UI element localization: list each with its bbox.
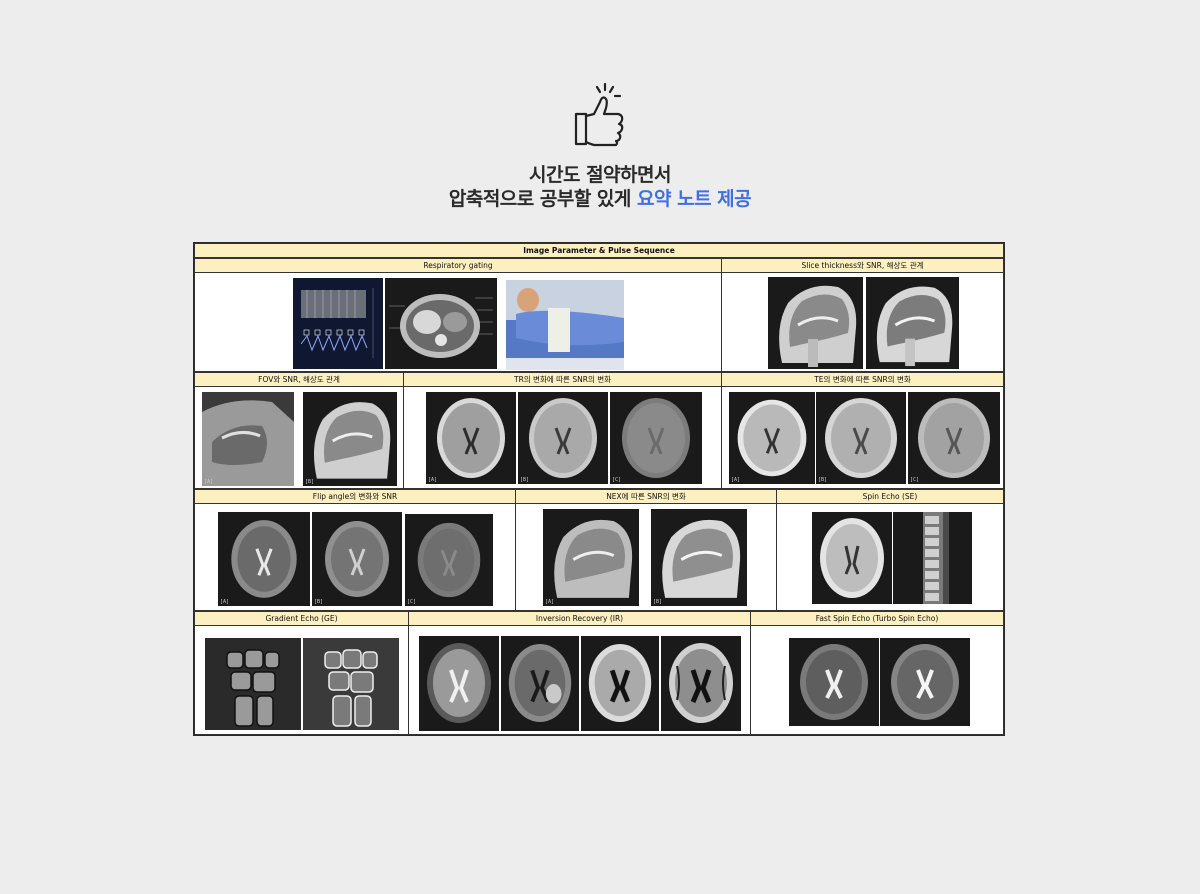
image-label: [A]	[731, 477, 741, 483]
section-tr-header: TR의 변화에 따른 SNR의 변화	[403, 372, 722, 387]
flip-axial-image-c: [C]	[405, 514, 493, 606]
thumbs-up-icon	[572, 80, 628, 150]
section-slice-header: Slice thickness와 SNR, 해상도 관계	[721, 258, 1004, 273]
slice-thin-sagittal-image	[866, 277, 959, 369]
tagline-prefix: 압축적으로 공부할 있게	[448, 188, 638, 210]
section-respiratory-header: Respiratory gating	[194, 258, 722, 273]
section-slice-body	[721, 272, 1004, 372]
image-label: [B]	[520, 477, 530, 483]
fov-large-sagittal-image: [A]	[202, 392, 294, 486]
ir-axial-image-4	[661, 636, 741, 731]
image-label: [A]	[204, 479, 214, 485]
te-axial-image-b: [B]	[816, 392, 906, 484]
section-ge-body	[194, 625, 409, 735]
section-flip-header: Flip angle의 변화와 SNR	[194, 489, 516, 504]
fse-axial-image-2	[880, 638, 970, 726]
tr-axial-image-b: [B]	[518, 392, 608, 484]
flip-axial-image-a: [A]	[218, 512, 310, 606]
nex-sagittal-image-a: [A]	[543, 509, 639, 606]
image-label: [B]	[653, 599, 663, 605]
nex-sagittal-image-b: [B]	[651, 509, 747, 606]
patient-belt-photo	[506, 280, 624, 370]
section-fov-header: FOV와 SNR, 해상도 관계	[194, 372, 404, 387]
image-label: [C]	[612, 477, 622, 483]
image-label: [A]	[220, 599, 230, 605]
section-ge-header: Gradient Echo (GE)	[194, 611, 409, 626]
image-label: [A]	[545, 599, 555, 605]
image-label: [B]	[818, 477, 828, 483]
section-te-body: [A] [B] [C]	[721, 386, 1004, 489]
image-label: [B]	[305, 479, 315, 485]
section-flip-body: [A] [B] [C]	[194, 503, 516, 611]
section-nex-header: NEX에 따른 SNR의 변화	[515, 489, 777, 504]
section-se-header: Spin Echo (SE)	[776, 489, 1004, 504]
te-axial-image-a: [A]	[729, 392, 815, 484]
tagline-accent: 요약 노트 제공	[637, 188, 752, 210]
ir-axial-image-2	[501, 636, 579, 731]
section-ir-body	[408, 625, 751, 735]
flip-axial-image-b: [B]	[312, 512, 402, 606]
se-axial-image	[812, 512, 892, 604]
image-label: [C]	[407, 599, 417, 605]
tr-axial-image-a: [A]	[426, 392, 516, 484]
ir-axial-image-1	[419, 636, 499, 731]
section-te-header: TE의 변화에 따른 SNR의 변화	[721, 372, 1004, 387]
section-respiratory-body	[194, 272, 722, 372]
respiratory-waveform-image	[293, 278, 383, 369]
tagline-line2: 압축적으로 공부할 있게 요약 노트 제공	[0, 184, 1200, 211]
tagline-line1: 시간도 절약하면서	[529, 164, 671, 186]
ge-wrist-image-b	[303, 638, 399, 730]
section-fov-body: [A] [B]	[194, 386, 404, 489]
sheet-title: Image Parameter & Pulse Sequence	[194, 243, 1004, 258]
summary-sheet: Image Parameter & Pulse Sequence Respira…	[193, 242, 1005, 736]
te-axial-image-c: [C]	[908, 392, 1000, 484]
section-se-body	[776, 503, 1004, 611]
image-label: [B]	[314, 599, 324, 605]
ir-axial-image-3	[581, 636, 659, 731]
section-ir-header: Inversion Recovery (IR)	[408, 611, 751, 626]
fse-axial-image-1	[789, 638, 879, 726]
slice-thick-sagittal-image	[768, 277, 863, 369]
se-spine-sagittal-image	[893, 512, 972, 604]
abdomen-axial-image	[385, 278, 497, 369]
image-label: [C]	[910, 477, 920, 483]
section-nex-body: [A] [B]	[515, 503, 777, 611]
section-fse-header: Fast Spin Echo (Turbo Spin Echo)	[750, 611, 1004, 626]
section-tr-body: [A] [B] [C]	[403, 386, 722, 489]
fov-small-sagittal-image: [B]	[303, 392, 397, 486]
section-fse-body	[750, 625, 1004, 735]
ge-wrist-image-a	[205, 638, 301, 730]
tr-axial-image-c: [C]	[610, 392, 702, 484]
image-label: [A]	[428, 477, 438, 483]
